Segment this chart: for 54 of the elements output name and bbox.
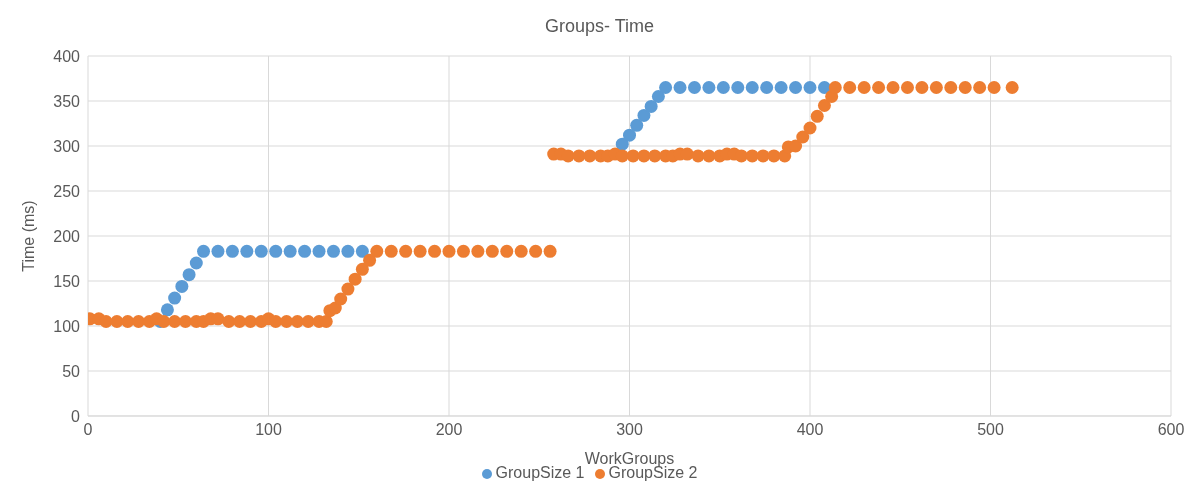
point xyxy=(312,244,326,258)
chart-title: Groups- Time xyxy=(544,15,655,38)
point xyxy=(160,303,174,317)
y-tick-label: 350 xyxy=(53,92,81,110)
point xyxy=(355,244,369,258)
point xyxy=(651,90,665,103)
point xyxy=(189,256,203,270)
point xyxy=(341,244,355,258)
y-tick-label: 250 xyxy=(53,182,81,200)
x-axis-title: WorkGroups xyxy=(584,450,675,467)
point xyxy=(175,279,189,293)
point xyxy=(623,128,636,142)
y-tick-label: 50 xyxy=(62,362,81,380)
y-tick-label: 150 xyxy=(53,272,81,290)
point xyxy=(673,81,687,94)
y-tick-label: 0 xyxy=(71,407,81,425)
point xyxy=(168,291,182,305)
x-tick-label: 200 xyxy=(435,421,463,439)
point xyxy=(615,137,629,151)
point xyxy=(182,268,196,282)
point xyxy=(298,244,312,258)
point xyxy=(211,244,225,258)
y-tick-label: 300 xyxy=(53,137,81,155)
x-tick-label: 0 xyxy=(83,421,93,439)
point xyxy=(197,244,211,258)
point xyxy=(630,118,644,132)
legend-label: GroupSize 1 xyxy=(495,464,585,481)
y-tick-label: 400 xyxy=(53,47,81,65)
point xyxy=(716,81,730,94)
x-tick-label: 500 xyxy=(977,421,1004,439)
point xyxy=(644,99,658,113)
point xyxy=(803,81,817,94)
x-tick-label: 300 xyxy=(616,421,643,439)
x-tick-label: 600 xyxy=(1157,421,1185,439)
y-tick-label: 100 xyxy=(53,317,81,335)
point xyxy=(283,244,297,258)
point xyxy=(240,244,254,258)
x-tick-label: 400 xyxy=(796,421,824,439)
y-tick-label: 200 xyxy=(53,227,81,245)
point xyxy=(269,244,283,258)
point xyxy=(745,81,759,94)
point xyxy=(702,81,716,94)
point xyxy=(774,81,788,94)
point xyxy=(225,244,239,258)
point xyxy=(659,81,673,94)
point xyxy=(326,244,340,258)
point xyxy=(731,81,745,94)
point xyxy=(637,108,651,122)
y-axis-title: Time (ms) xyxy=(19,200,37,272)
point xyxy=(760,81,774,94)
point xyxy=(254,244,268,258)
point xyxy=(789,81,803,94)
point xyxy=(687,81,701,94)
x-tick-label: 100 xyxy=(255,421,282,439)
